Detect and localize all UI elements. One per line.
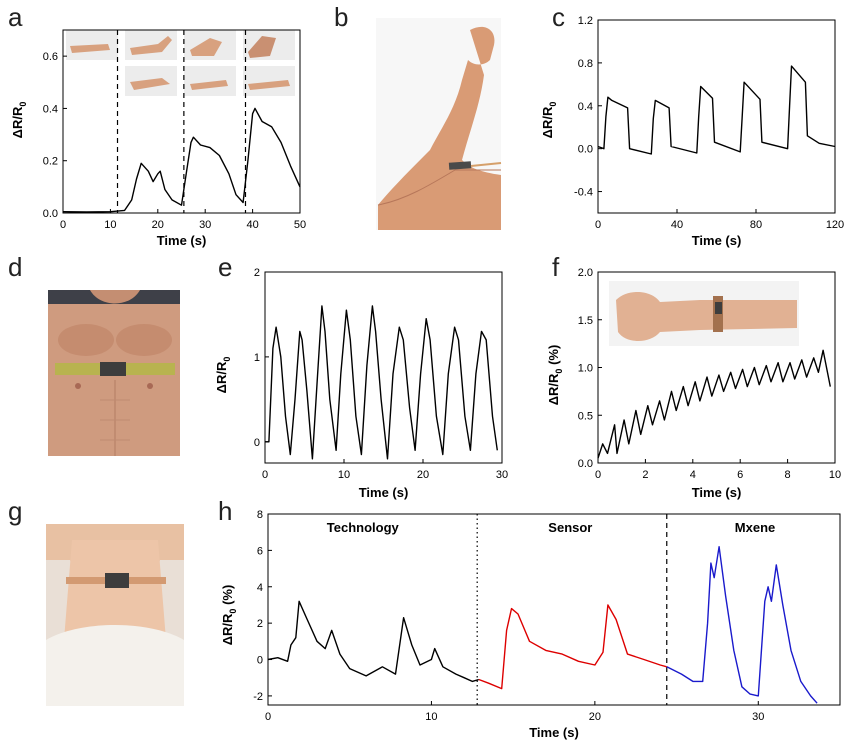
chart-panel-f: 0 2 4 6 8 10 0.0 0.5 1.0 1.5 2.0 Time (s) ΔR/R0 (%) — [546, 267, 841, 500]
y-axis-label: ΔR/R0 (%) — [546, 345, 564, 406]
y-tick-label: 6 — [257, 545, 263, 557]
y-tick-label: 8 — [257, 509, 263, 521]
series-line — [62, 107, 301, 213]
x-tick-label: 0 — [595, 219, 601, 231]
y-tick-label: 1.5 — [578, 315, 593, 327]
plot-frame — [264, 271, 503, 464]
series-line — [597, 349, 831, 459]
x-tick-label: 0 — [265, 711, 271, 723]
y-axis-label: ΔR/R0 — [214, 357, 232, 394]
x-tick-label: 0 — [60, 219, 66, 231]
series-line-technology — [267, 600, 479, 683]
x-tick-label: 10 — [338, 469, 350, 481]
photo-chest-belt — [48, 290, 180, 456]
series-line — [597, 65, 836, 155]
panel-letter-d: d — [8, 252, 22, 282]
photo-neck-band — [46, 524, 184, 706]
y-tick-label: 0.8 — [578, 58, 593, 70]
plot-frame — [267, 513, 841, 706]
y-tick-label: 0.5 — [578, 410, 593, 422]
y-tick-label: 1.0 — [578, 363, 593, 375]
y-tick-label: -2 — [253, 691, 263, 703]
inset-finger-bending-photos — [66, 30, 295, 96]
panel-letter-a: a — [8, 2, 23, 32]
x-tick-label: 0 — [262, 469, 268, 481]
y-tick-label: 0.4 — [578, 101, 593, 113]
x-tick-label: 10 — [829, 469, 841, 481]
x-tick-label: 8 — [785, 469, 791, 481]
y-tick-label: 4 — [257, 582, 263, 594]
panel-letter-h: h — [218, 496, 232, 526]
x-axis-label: Time (s) — [359, 485, 409, 500]
y-tick-label: 0.6 — [43, 51, 58, 63]
x-tick-label: 80 — [750, 219, 762, 231]
x-tick-label: 30 — [199, 219, 211, 231]
x-tick-label: 10 — [104, 219, 116, 231]
segment-annotation: Mxene — [735, 520, 775, 535]
x-tick-label: 20 — [417, 469, 429, 481]
x-tick-label: 40 — [246, 219, 258, 231]
series-line-mxene — [666, 546, 818, 704]
y-tick-label: 0 — [257, 655, 263, 667]
y-tick-label: 1 — [254, 352, 260, 364]
plot-frame — [597, 19, 836, 214]
y-tick-label: 2 — [257, 618, 263, 630]
x-tick-label: 30 — [496, 469, 508, 481]
segment-annotation: Sensor — [548, 520, 592, 535]
x-tick-label: 30 — [752, 711, 764, 723]
chart-panel-c: 0 40 80 120 -0.4 0.0 0.4 0.8 1.2 Time (s) ΔR/R0 — [540, 15, 844, 248]
y-tick-label: 0.4 — [43, 103, 58, 115]
y-axis-label: ΔR/R0 — [540, 102, 558, 139]
inset-wrist-photo — [609, 281, 799, 346]
x-axis-label: Time (s) — [692, 485, 742, 500]
x-tick-label: 2 — [642, 469, 648, 481]
y-axis-label: ΔR/R0 — [10, 102, 28, 139]
chart-panel-e: 0 10 20 30 0 1 2 Time (s) ΔR/R0 — [214, 267, 508, 500]
y-tick-label: -0.4 — [574, 187, 593, 199]
y-tick-label: 0.0 — [578, 144, 593, 156]
y-tick-label: 2.0 — [578, 267, 593, 279]
x-axis-label: Time (s) — [692, 233, 742, 248]
x-tick-label: 20 — [589, 711, 601, 723]
x-axis-label: Time (s) — [157, 233, 207, 248]
y-tick-label: 1.2 — [578, 15, 593, 27]
x-tick-label: 120 — [826, 219, 844, 231]
photo-arm-elbow — [376, 18, 502, 230]
x-tick-label: 50 — [294, 219, 306, 231]
series-line-sensor — [478, 604, 667, 690]
x-tick-label: 0 — [595, 469, 601, 481]
y-tick-label: 0.0 — [43, 208, 58, 220]
series-line — [265, 305, 498, 460]
segment-annotation: Technology — [327, 520, 400, 535]
x-tick-label: 20 — [152, 219, 164, 231]
x-axis-label: Time (s) — [529, 725, 579, 740]
x-tick-label: 4 — [690, 469, 696, 481]
x-tick-label: 10 — [425, 711, 437, 723]
plot-frame — [62, 29, 301, 214]
panel-letter-g: g — [8, 496, 22, 526]
y-tick-label: 0.2 — [43, 156, 58, 168]
panel-letter-f: f — [552, 252, 560, 282]
y-axis-label: ΔR/R0 (%) — [220, 585, 238, 646]
x-tick-label: 40 — [671, 219, 683, 231]
x-tick-label: 6 — [737, 469, 743, 481]
panel-letter-b: b — [334, 2, 348, 32]
chart-panel-a: 0 10 20 30 40 50 0.0 0.2 0.4 0.6 Time (s) ΔR/R0 — [10, 29, 306, 248]
panel-letter-c: c — [552, 2, 565, 32]
panel-letter-e: e — [218, 252, 232, 282]
y-tick-label: 2 — [254, 267, 260, 279]
y-tick-label: 0 — [254, 437, 260, 449]
y-tick-label: 0.0 — [578, 458, 593, 470]
